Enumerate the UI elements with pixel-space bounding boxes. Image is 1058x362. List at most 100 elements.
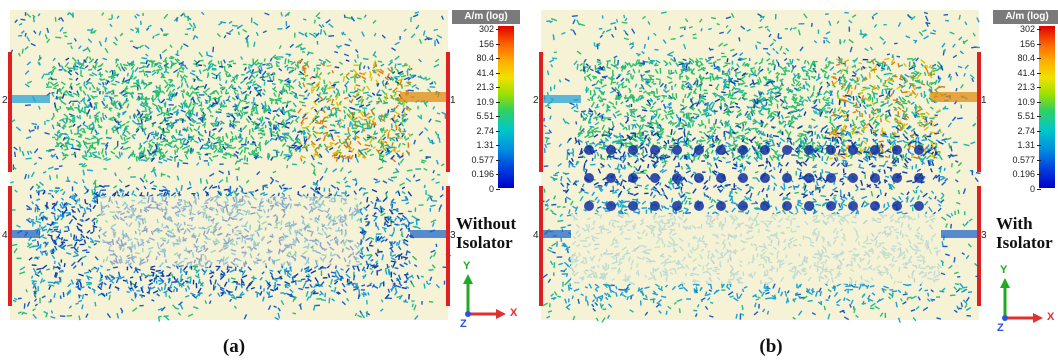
isolator-hotspot: [650, 173, 660, 183]
legend-tick-label: 10.9: [997, 97, 1041, 107]
port-bar: [446, 52, 450, 172]
legend-tick-label: 0.196: [997, 169, 1041, 179]
isolator-hotspot: [584, 173, 594, 183]
isolator-hotspot: [760, 201, 770, 211]
isolator-hotspot: [628, 145, 638, 155]
port-bar: [539, 52, 543, 172]
condition-label-line2: Isolator: [456, 233, 513, 252]
isolator-hotspot: [892, 145, 902, 155]
isolator-hotspot: [782, 145, 792, 155]
port-bar: [977, 186, 981, 306]
isolator-hotspot: [650, 201, 660, 211]
field-simulation-a: 2 1 4 3: [2, 10, 456, 322]
port-number: 3: [450, 230, 456, 241]
field-simulation-b: 2 1 4 3: [533, 10, 987, 323]
isolator-hotspot: [848, 201, 858, 211]
isolator-hotspot: [870, 145, 880, 155]
port-number: 1: [450, 95, 456, 106]
bottom-region-shade: [571, 214, 941, 284]
port-bar: [8, 52, 12, 172]
isolator-hotspot: [914, 173, 924, 183]
isolator-hotspot: [738, 173, 748, 183]
legend-tick-label: 302: [456, 24, 500, 34]
isolator-hotspot: [870, 173, 880, 183]
port-bar: [977, 52, 981, 172]
legend-tick-label: 21.3: [997, 82, 1041, 92]
isolator-hotspot: [892, 201, 902, 211]
isolator-hotspot: [606, 173, 616, 183]
isolator-hotspot: [892, 173, 902, 183]
axes-triad-a: Y Z X: [460, 260, 520, 330]
axis-x-label: X: [1047, 311, 1055, 323]
isolator-hotspot: [914, 201, 924, 211]
legend-tick-label: 156: [997, 39, 1041, 49]
port-bar: [539, 186, 543, 306]
legend-tick-label: 0: [456, 184, 500, 194]
legend-tick-label: 80.4: [997, 53, 1041, 63]
axes-arrows: [1000, 278, 1043, 323]
port-number: 1: [981, 95, 987, 106]
isolator-hotspot: [694, 201, 704, 211]
isolator-hotspot: [650, 145, 660, 155]
legend-tick-label: 0.577: [456, 155, 500, 165]
isolator-hotspot: [628, 173, 638, 183]
axis-y-label: Y: [463, 260, 471, 272]
isolator-hotspot: [782, 201, 792, 211]
port-number: 3: [981, 230, 987, 241]
isolator-hotspot: [826, 173, 836, 183]
legend-tick-label: 5.51: [456, 111, 500, 121]
axis-x-label: X: [510, 307, 518, 319]
port-number: 2: [2, 95, 8, 106]
legend-tick-label: 0.577: [997, 155, 1041, 165]
legend-tick-label: 5.51: [997, 111, 1041, 121]
condition-label-line1: With: [996, 214, 1033, 233]
axes-arrows: [463, 274, 506, 319]
legend-tick-label: 0: [997, 184, 1041, 194]
legend-colorbar: [498, 26, 514, 188]
isolator-hotspot: [672, 145, 682, 155]
axis-y-label: Y: [1000, 264, 1008, 276]
isolator-hotspot: [848, 173, 858, 183]
legend-tick-label: 41.4: [997, 68, 1041, 78]
isolator-hotspot: [672, 173, 682, 183]
legend-tick-label: 0.196: [456, 169, 500, 179]
legend-b: A/m (log) 302 156 80.4 41.4 21.3 10.9 5.51 2.74…: [993, 10, 1058, 194]
isolator-hotspot: [804, 145, 814, 155]
isolator-hotspot: [826, 201, 836, 211]
isolator-hotspot: [914, 145, 924, 155]
isolator-hotspot: [760, 173, 770, 183]
axis-z-label: Z: [460, 318, 467, 330]
legend-colorbar: [1039, 26, 1055, 188]
axes-triad-b: Y Z X: [997, 264, 1057, 334]
legend-tick-label: 302: [997, 24, 1041, 34]
feed-line: [941, 230, 979, 238]
isolator-hotspot: [606, 145, 616, 155]
condition-label-a: Without Isolator: [456, 214, 516, 252]
port-number: 4: [533, 230, 539, 241]
port-number: 4: [2, 230, 8, 241]
isolator-hotspot: [694, 173, 704, 183]
isolator-hotspot: [584, 145, 594, 155]
feed-line: [410, 230, 448, 238]
legend-unit: A/m (log): [452, 10, 520, 24]
feed-line: [10, 95, 50, 103]
axis-z-label: Z: [997, 322, 1004, 334]
isolator-hotspot: [628, 201, 638, 211]
port-bar: [8, 186, 12, 306]
caption-a: (a): [222, 336, 246, 357]
isolator-hotspot: [826, 145, 836, 155]
isolator-hotspot: [672, 201, 682, 211]
isolator-hotspot: [716, 201, 726, 211]
isolator-hotspot: [584, 201, 594, 211]
legend-tick-label: 2.74: [997, 126, 1041, 136]
condition-label-line2: Isolator: [996, 233, 1053, 252]
isolator-hotspot: [606, 201, 616, 211]
bottom-region-shade: [100, 196, 360, 266]
legend-tick-label: 2.74: [456, 126, 500, 136]
isolator-hotspot: [716, 173, 726, 183]
isolator-hotspot: [848, 145, 858, 155]
simulation-background: [10, 10, 448, 320]
isolator-hotspot: [738, 201, 748, 211]
isolator-hotspot: [804, 173, 814, 183]
caption-b: (b): [759, 336, 783, 357]
